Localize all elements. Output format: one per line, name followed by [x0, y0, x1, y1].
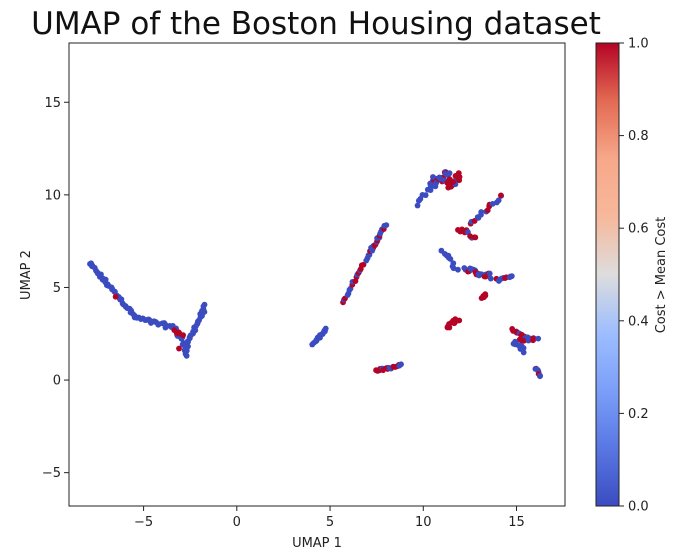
data-point: [467, 233, 473, 240]
y-tick-label: 0: [53, 374, 61, 389]
data-point: [455, 170, 462, 177]
data-point: [461, 265, 468, 271]
plot-frame: [68, 42, 566, 507]
data-point: [201, 301, 208, 308]
data-point: [498, 192, 504, 199]
chart-title: UMAP of the Boston Housing dataset: [31, 6, 601, 42]
y-tick-label: −5: [42, 466, 61, 481]
data-point: [508, 273, 515, 280]
colorbar-ticks: 0.0 0.2 0.4 0.6 0.8 1.0: [619, 37, 649, 515]
x-axis-ticks: −5 0 5 10 15: [134, 506, 525, 530]
data-point: [430, 174, 436, 180]
data-point: [482, 291, 489, 298]
data-point: [495, 197, 502, 204]
data-point: [455, 266, 461, 273]
data-point: [535, 335, 542, 342]
data-point: [478, 209, 485, 215]
data-point: [383, 222, 390, 229]
colorbar-tick-label: 1.0: [628, 37, 649, 52]
y-tick-label: 5: [53, 281, 61, 296]
data-point: [520, 349, 527, 356]
data-point: [456, 174, 463, 181]
data-point: [486, 270, 493, 277]
colorbar-tick-label: 0.4: [628, 314, 649, 329]
colorbar-tick-label: 0.2: [628, 407, 649, 422]
colorbar-label: Cost > Mean Cost: [654, 217, 669, 334]
colorbar: [595, 42, 620, 507]
y-tick-label: 15: [44, 96, 61, 111]
data-point: [322, 325, 329, 332]
y-axis-ticks: −5 0 5 10 15: [42, 96, 69, 481]
data-point: [471, 234, 478, 241]
x-tick-label: 5: [326, 515, 334, 530]
data-point: [530, 335, 537, 341]
data-point: [537, 373, 543, 380]
x-tick-label: 10: [415, 515, 432, 530]
data-point: [180, 332, 187, 339]
data-point: [437, 175, 444, 182]
x-axis-label: UMAP 1: [292, 536, 342, 551]
y-axis-label: UMAP 2: [19, 250, 34, 300]
data-point: [398, 361, 404, 368]
data-point: [183, 352, 190, 359]
colorbar-tick-label: 0.8: [628, 129, 649, 144]
data-point: [422, 192, 429, 199]
data-point: [454, 317, 461, 324]
data-point: [450, 179, 457, 185]
data-point: [112, 293, 119, 300]
colorbar-tick-label: 0.6: [628, 222, 649, 237]
data-point: [447, 256, 454, 262]
data-point: [360, 261, 367, 268]
x-tick-label: 15: [508, 515, 525, 530]
data-point: [520, 345, 527, 351]
data-point: [457, 228, 464, 235]
data-point: [176, 345, 182, 352]
colorbar-tick-label: 0.0: [628, 500, 649, 515]
y-tick-label: 10: [44, 188, 61, 203]
data-point: [427, 187, 434, 193]
data-point: [414, 202, 421, 209]
data-point: [487, 275, 494, 282]
x-tick-label: 0: [233, 515, 241, 530]
data-point: [442, 171, 449, 177]
data-points: [87, 169, 544, 380]
x-tick-label: −5: [134, 515, 153, 530]
